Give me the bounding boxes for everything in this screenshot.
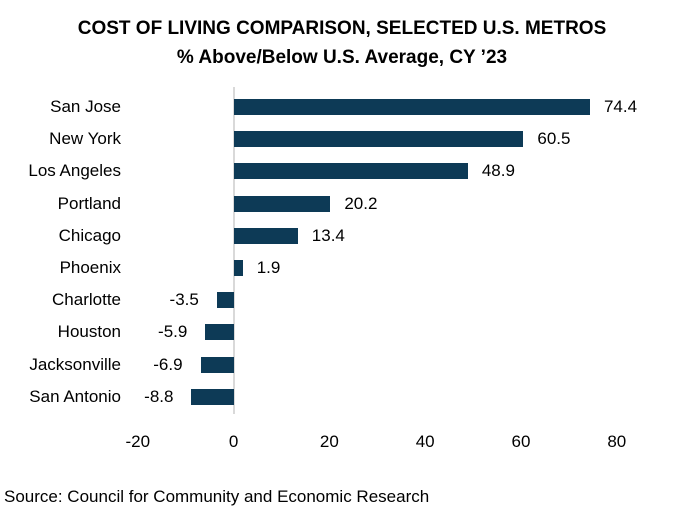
bar bbox=[233, 163, 468, 180]
value-label: 74.4 bbox=[603, 97, 638, 116]
chart-title: COST OF LIVING COMPARISON, SELECTED U.S.… bbox=[77, 18, 607, 39]
category-label: Portland bbox=[57, 193, 121, 213]
bar-row: San Jose 74.4 bbox=[0, 91, 684, 123]
bar-row: Houston -5.9 bbox=[0, 316, 684, 348]
bar bbox=[233, 195, 331, 212]
source-note: Source: Council for Community and Econom… bbox=[4, 487, 430, 506]
category-label: Jacksonville bbox=[29, 354, 121, 374]
category-label: San Antonio bbox=[29, 386, 121, 406]
bar-row: New York 60.5 bbox=[0, 123, 684, 155]
chart-title-block: COST OF LIVING COMPARISON, SELECTED U.S.… bbox=[0, 14, 684, 72]
value-label: 13.4 bbox=[311, 225, 345, 245]
bar bbox=[233, 99, 590, 115]
category-label: Chicago bbox=[58, 225, 121, 245]
x-axis-tick-label: 60 bbox=[511, 432, 531, 451]
category-label: New York bbox=[49, 129, 121, 149]
bar-row: Charlotte -3.5 bbox=[0, 284, 684, 316]
value-label: 48.9 bbox=[481, 161, 515, 181]
value-label: -8.8 bbox=[144, 386, 174, 406]
value-label: 20.2 bbox=[344, 193, 378, 213]
bar bbox=[205, 324, 234, 341]
x-axis-tick-label: 40 bbox=[415, 432, 435, 451]
value-label: -6.9 bbox=[153, 354, 183, 374]
value-label: 1.9 bbox=[256, 258, 281, 277]
bar bbox=[233, 131, 524, 148]
bar-chart: San Jose 74.4 New York 60.5 Los Angeles 48.9 P… bbox=[0, 87, 684, 414]
bar-row: Los Angeles 48.9 bbox=[0, 155, 684, 187]
category-label: Charlotte bbox=[52, 290, 121, 310]
category-label: San Jose bbox=[50, 97, 121, 116]
chart-subtitle: % Above/Below U.S. Average, CY ’23 bbox=[176, 47, 508, 68]
bar bbox=[233, 227, 298, 244]
bar-row: San Antonio -8.8 bbox=[0, 381, 684, 413]
category-label: Phoenix bbox=[59, 258, 121, 277]
x-axis: -20 0 20 40 60 80 bbox=[0, 430, 684, 454]
x-axis-tick-label: 80 bbox=[607, 432, 627, 451]
value-label: -3.5 bbox=[169, 290, 199, 310]
bar-row: Portland 20.2 bbox=[0, 188, 684, 220]
bar bbox=[216, 292, 234, 309]
x-axis-tick-label: 20 bbox=[319, 432, 339, 451]
bar-row: Chicago 13.4 bbox=[0, 220, 684, 252]
value-label: -5.9 bbox=[158, 322, 188, 342]
value-label: 60.5 bbox=[537, 129, 571, 149]
bar bbox=[233, 260, 243, 276]
x-axis-tick-label: -20 bbox=[125, 432, 151, 451]
category-label: Houston bbox=[57, 322, 121, 342]
bar-row: Jacksonville -6.9 bbox=[0, 349, 684, 381]
bar bbox=[200, 356, 234, 373]
category-label: Los Angeles bbox=[28, 161, 121, 181]
x-axis-tick-label: 0 bbox=[228, 432, 239, 451]
zero-axis-line bbox=[232, 87, 235, 414]
bar bbox=[191, 388, 234, 405]
bar-row: Phoenix 1.9 bbox=[0, 252, 684, 284]
